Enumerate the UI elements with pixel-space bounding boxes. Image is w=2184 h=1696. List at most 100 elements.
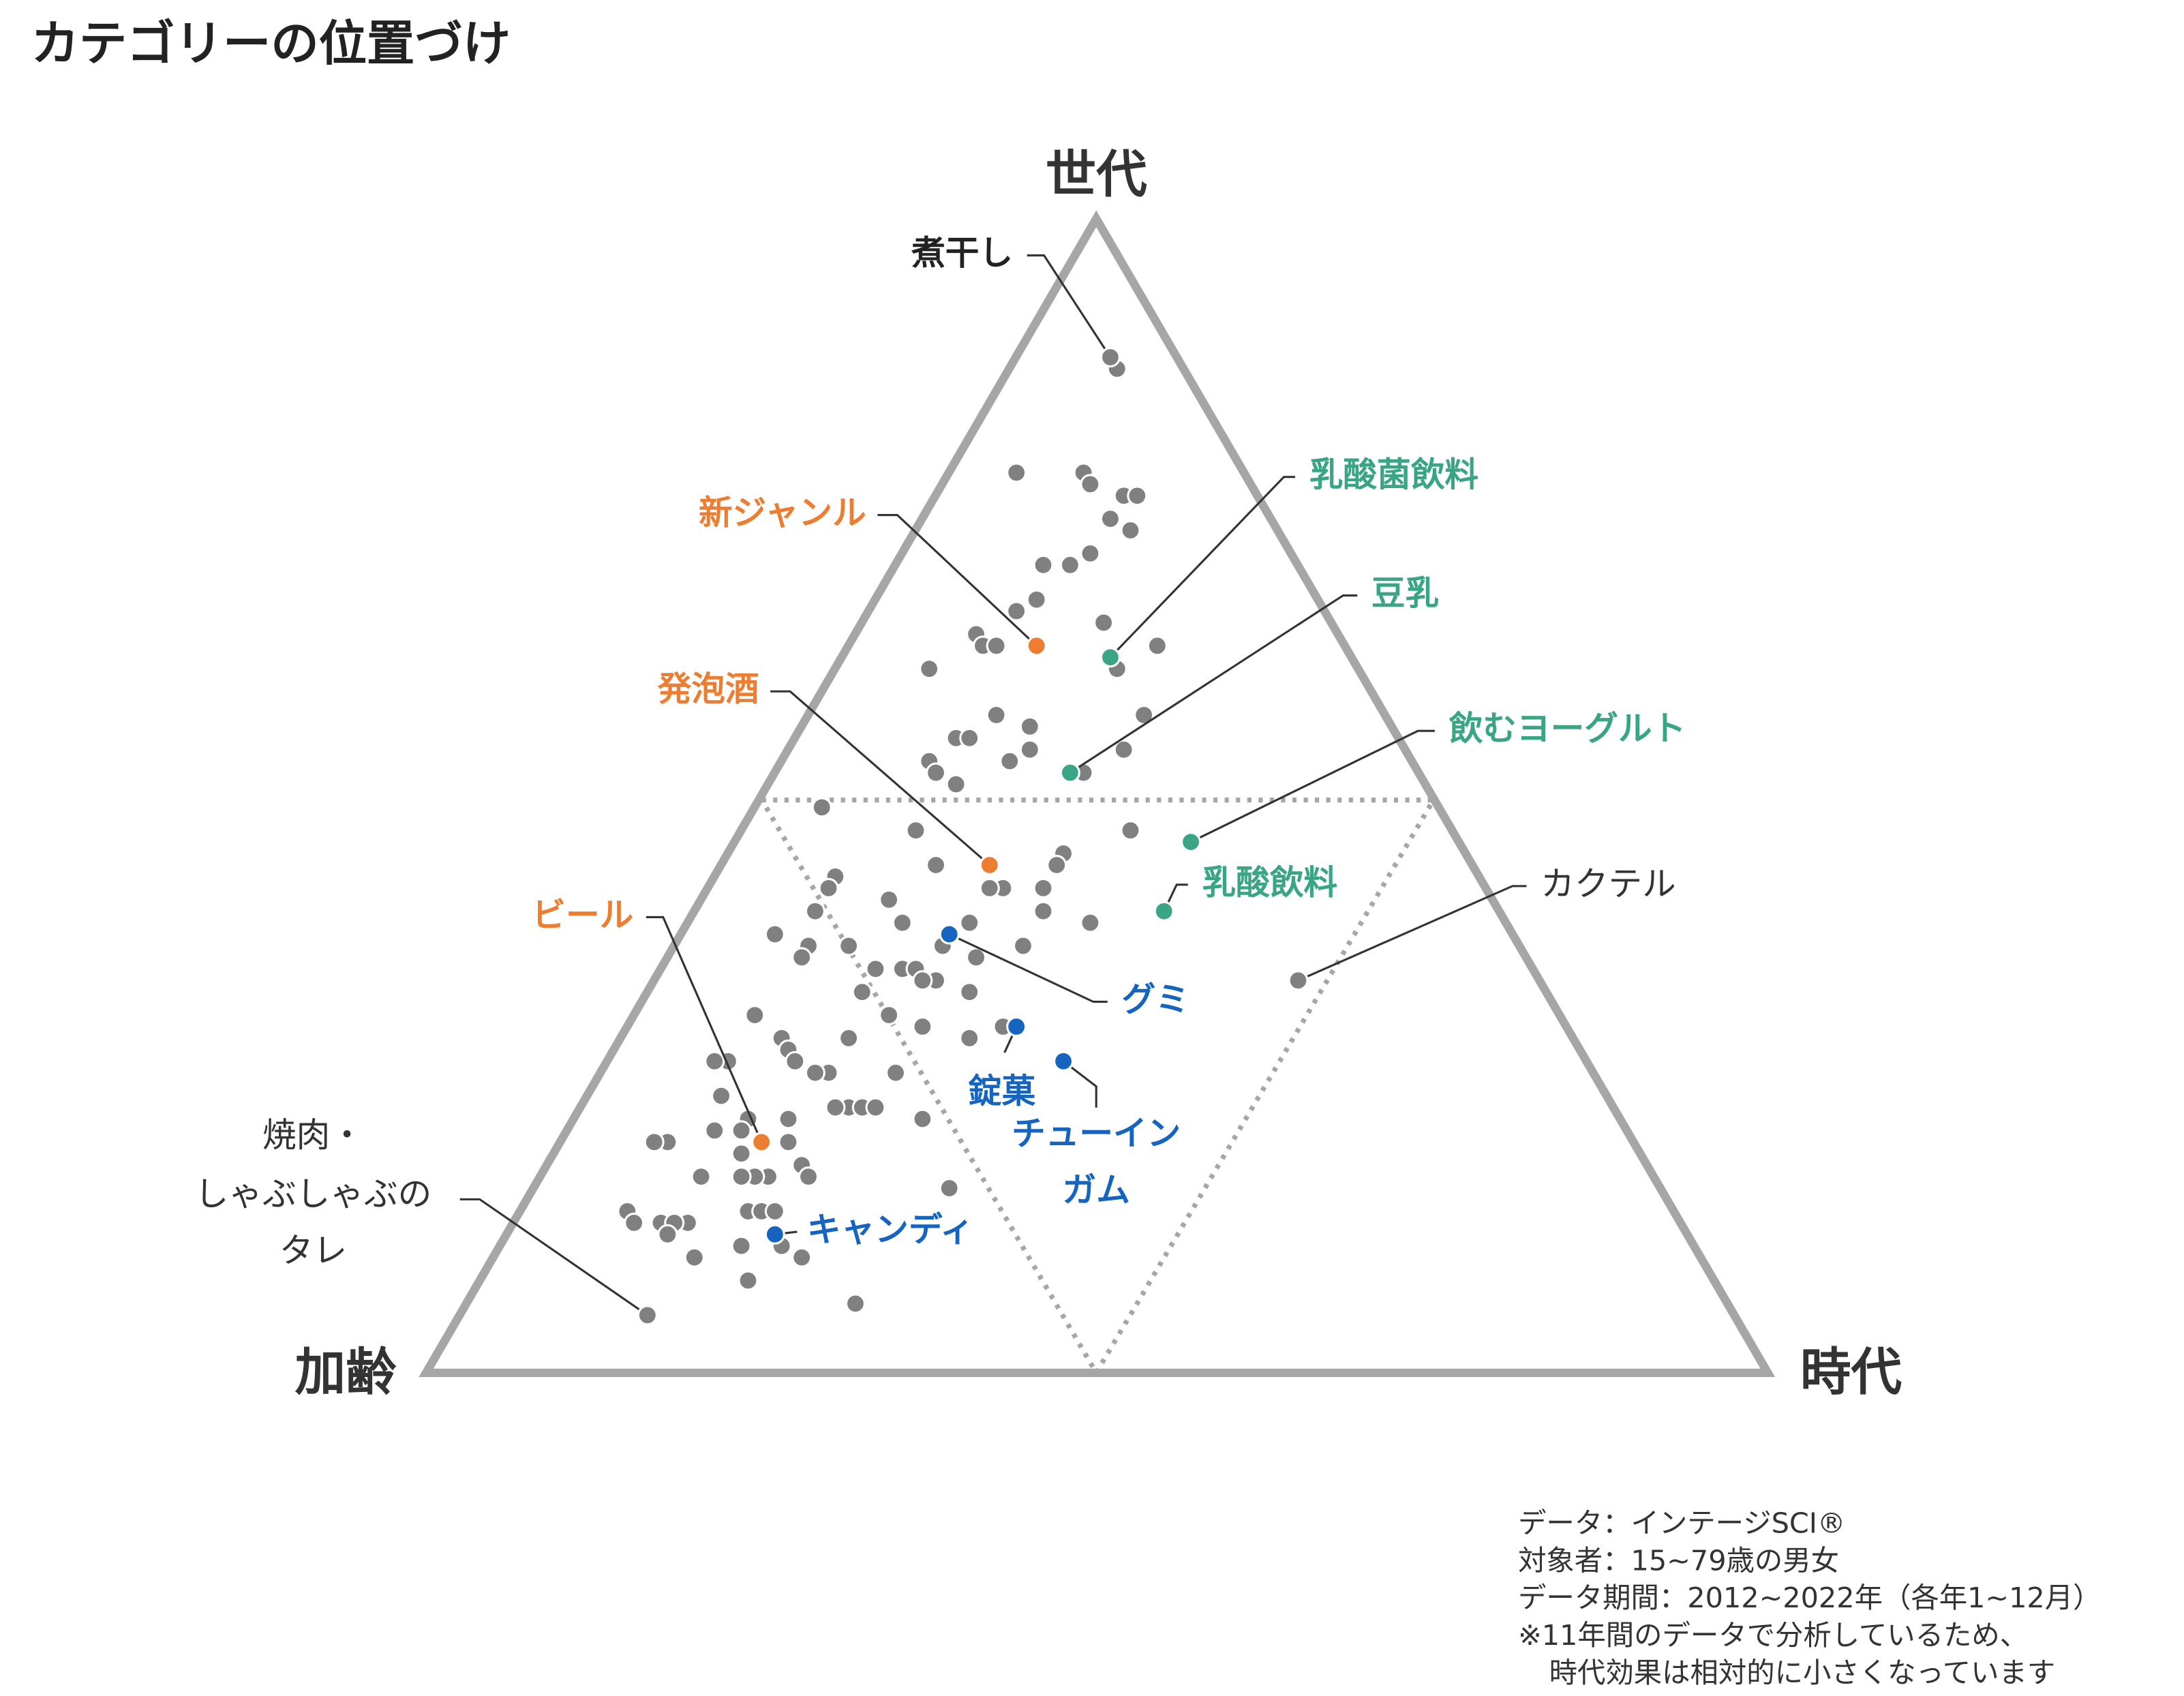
data-point	[804, 1062, 825, 1083]
footnote: ※11年間のデータで分析しているため、	[1518, 1619, 2028, 1652]
data-point	[879, 1005, 900, 1026]
leader-line	[646, 915, 763, 1142]
data-point	[1019, 716, 1040, 737]
data-point	[791, 1247, 813, 1268]
data-point	[959, 912, 980, 933]
data-point	[1080, 912, 1101, 933]
data-point	[825, 1097, 846, 1118]
data-point	[865, 1097, 886, 1118]
data-point	[1006, 601, 1027, 622]
labeled-point	[1153, 900, 1174, 922]
data-point	[1019, 739, 1040, 760]
data-point	[818, 877, 839, 898]
data-point	[945, 774, 967, 795]
data-point	[1120, 820, 1141, 841]
labeled-point	[939, 924, 960, 945]
point-label: 発泡酒	[658, 669, 759, 709]
data-point	[912, 1016, 933, 1038]
data-point	[966, 947, 987, 968]
data-point	[624, 1212, 645, 1233]
data-point	[959, 1027, 980, 1048]
data-point	[704, 1050, 725, 1072]
leader-line	[1297, 885, 1527, 982]
data-point	[1127, 485, 1148, 506]
data-point	[1147, 635, 1168, 656]
data-point	[865, 958, 886, 980]
point-label: 焼肉・	[262, 1115, 364, 1155]
data-point	[986, 704, 1007, 725]
labeled-point	[1181, 832, 1202, 853]
data-point	[1026, 589, 1047, 610]
point-label: カクテル	[1541, 864, 1676, 903]
data-point	[912, 1108, 933, 1130]
data-point	[778, 1108, 799, 1130]
leader-line	[1070, 594, 1358, 774]
data-point	[731, 1143, 752, 1164]
data-point	[811, 797, 832, 818]
data-point	[1059, 554, 1080, 575]
leader-line	[949, 933, 1108, 1003]
chart-title: カテゴリーの位置づけ	[31, 16, 511, 72]
data-point	[657, 1224, 678, 1245]
data-point	[838, 935, 860, 956]
labeled-point	[1053, 1050, 1074, 1072]
data-point	[892, 912, 913, 933]
point-label: 錠菓	[968, 1072, 1036, 1111]
point-label: 乳酸飲料	[1202, 862, 1337, 902]
data-point	[1006, 462, 1027, 483]
data-point	[791, 947, 813, 968]
leader-line	[877, 513, 1037, 647]
point-label: グミ	[1121, 980, 1189, 1019]
point-label: 豆乳	[1371, 573, 1439, 613]
data-point	[731, 1120, 752, 1141]
data-point	[926, 854, 947, 876]
data-point	[731, 1166, 752, 1187]
labeled-point	[1099, 347, 1121, 368]
labeled-point	[1099, 647, 1121, 668]
footnote: 対象者：15~79歳の男女	[1518, 1544, 1839, 1577]
data-point	[1113, 739, 1134, 760]
data-point	[738, 1270, 759, 1291]
point-label: タレ	[279, 1231, 347, 1271]
labeled-point	[637, 1305, 658, 1326]
data-point	[999, 751, 1020, 772]
labeled-point	[1026, 635, 1047, 656]
labeled-point	[1006, 1016, 1027, 1038]
labeled-point	[764, 1224, 785, 1245]
data-point	[704, 1120, 725, 1141]
data-point	[979, 877, 1000, 898]
labeled-point	[1059, 762, 1080, 783]
data-point	[744, 1005, 765, 1026]
vertex-label: 時代	[1800, 1343, 1902, 1402]
data-point	[959, 982, 980, 1003]
data-point	[1033, 877, 1054, 898]
data-point	[778, 1132, 799, 1153]
data-point	[851, 982, 873, 1003]
vertex-label: 加齢	[295, 1343, 397, 1402]
footnote: データ期間：2012~2022年（各年1~12月）	[1518, 1581, 2101, 1614]
data-point	[1080, 543, 1101, 564]
data-point	[731, 1235, 752, 1256]
point-label: しゃぶしゃぶの	[195, 1175, 432, 1214]
data-point	[845, 1293, 866, 1314]
data-point	[1012, 935, 1033, 956]
data-point	[879, 889, 900, 910]
data-point	[684, 1247, 705, 1268]
data-point	[1120, 520, 1141, 541]
data-point	[643, 1132, 665, 1153]
point-label: 煮干し	[911, 233, 1013, 273]
data-point	[1093, 612, 1114, 633]
data-point	[691, 1166, 712, 1187]
point-label: チューイン	[1012, 1114, 1181, 1153]
data-point	[785, 1050, 806, 1072]
point-label: キャンディ	[807, 1209, 974, 1249]
labeled-point	[979, 854, 1000, 876]
data-point	[764, 1200, 785, 1222]
data-point	[1099, 509, 1121, 530]
data-point	[1080, 474, 1101, 495]
point-label: ガム	[1063, 1170, 1130, 1210]
data-point	[711, 1085, 732, 1106]
vertex-label: 世代	[1046, 145, 1147, 204]
